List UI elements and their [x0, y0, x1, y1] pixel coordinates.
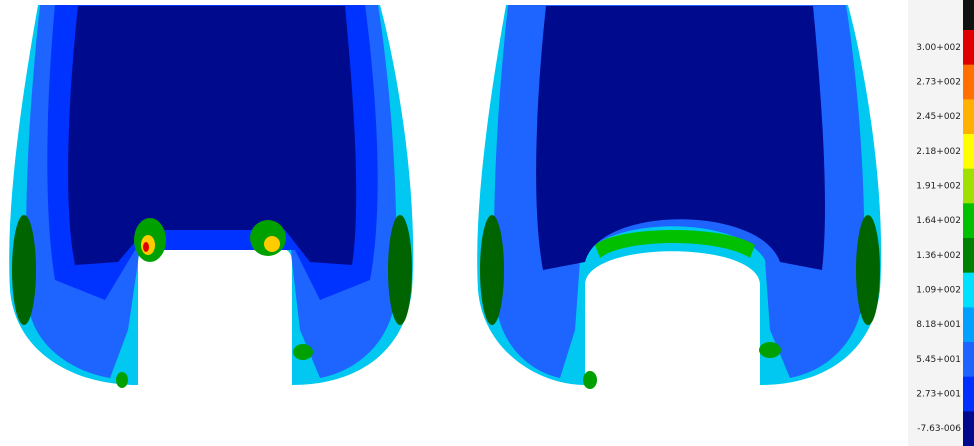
colorbar-cap — [963, 0, 974, 30]
hotspot — [116, 372, 128, 388]
model-right — [477, 5, 881, 389]
hotspot — [480, 215, 504, 325]
hotspot — [12, 215, 36, 325]
colorbar-label: -7.63-006 — [917, 424, 961, 434]
colorbar-segment — [963, 169, 974, 204]
colorbar-segment — [963, 203, 974, 238]
hotspot — [856, 215, 880, 325]
colorbar-segment — [963, 134, 974, 169]
colorbar-segment — [963, 65, 974, 100]
colorbar-label: 3.00+002 — [916, 43, 961, 53]
model-left — [9, 5, 413, 388]
colorbar-segment — [963, 273, 974, 308]
hotspot — [388, 215, 412, 325]
fea-view: 3.00+002 2.73+002 2.45+002 2.18+002 1.91+002… — [0, 0, 974, 446]
hotspot — [143, 242, 149, 252]
colorbar-label: 1.36+002 — [916, 251, 961, 261]
colorbar-segment — [963, 307, 974, 342]
colorbar-label: 2.73+001 — [916, 390, 961, 400]
colorbar-label: 8.18+001 — [916, 320, 961, 330]
colorbar-segment — [963, 238, 974, 273]
colorbar-label: 1.09+002 — [916, 286, 961, 296]
colorbar-label: 2.73+002 — [916, 78, 961, 88]
colorbar-segment — [963, 342, 974, 377]
hotspot — [759, 342, 781, 358]
colorbar-segment — [963, 411, 974, 446]
page: 3.00+002 2.73+002 2.45+002 2.18+002 1.91+002… — [0, 0, 974, 446]
colorbar-label: 1.91+002 — [916, 182, 961, 192]
colorbar-label: 2.18+002 — [916, 147, 961, 157]
hotspot — [293, 344, 313, 360]
colorbar-segment — [963, 30, 974, 65]
hotspot — [583, 371, 597, 389]
colorbar-label: 1.64+002 — [916, 216, 961, 226]
contour-core — [68, 6, 356, 265]
colorbar-label: 2.45+002 — [916, 112, 961, 122]
colorbar-segment — [963, 99, 974, 134]
colorbar-segment — [963, 377, 974, 412]
colorbar-label: 5.45+001 — [916, 355, 961, 365]
hotspot — [264, 236, 280, 252]
